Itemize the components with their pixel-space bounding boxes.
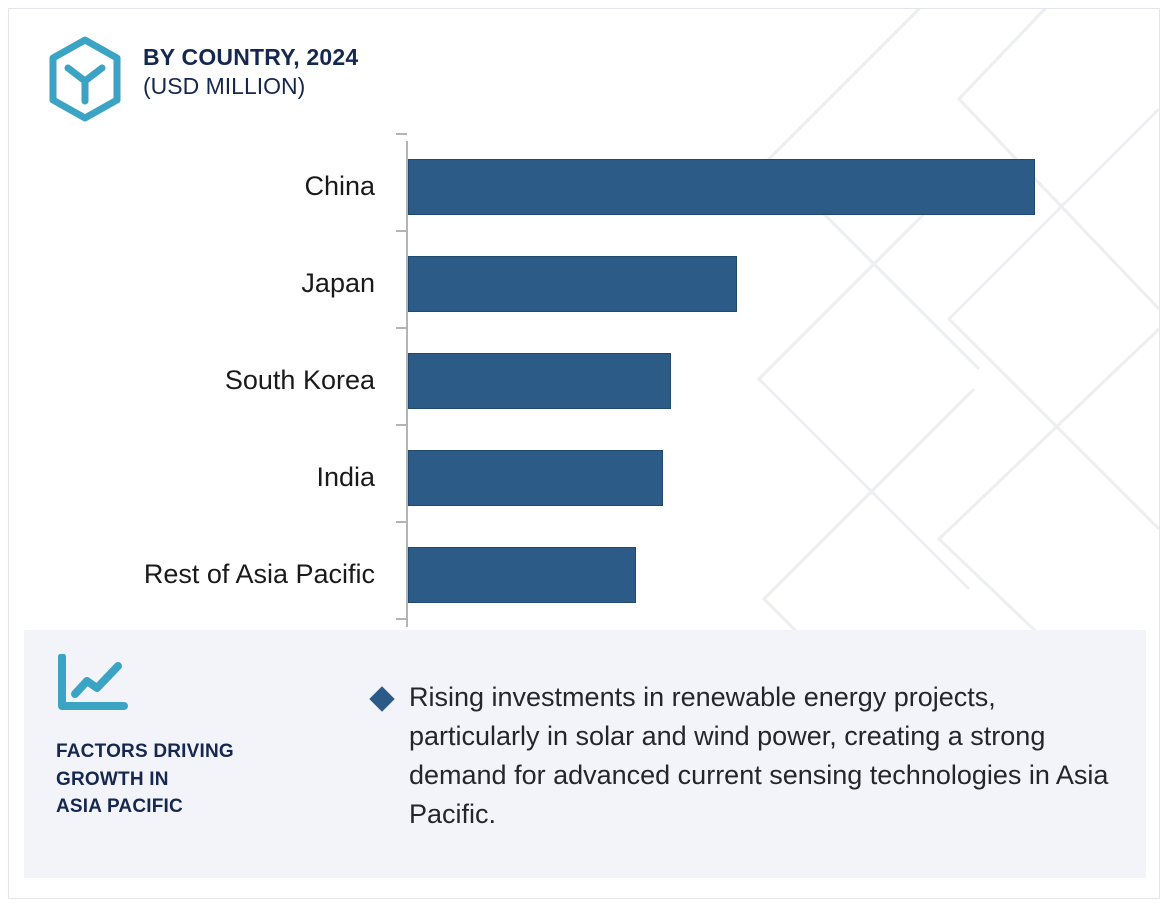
axis-tick — [396, 133, 407, 135]
bar-india — [408, 450, 663, 506]
category-axis-line — [406, 141, 408, 627]
factors-heading-line-0: FACTORS DRIVING — [56, 741, 234, 762]
category-label: Rest of Asia Pacific — [143, 559, 375, 589]
bar-south-korea — [408, 353, 671, 409]
diamond-bullet-icon — [369, 686, 395, 712]
axis-tick — [396, 230, 407, 232]
factors-heading: FACTORS DRIVING GROWTH IN ASIA PACIFIC — [56, 738, 356, 821]
chart-header: BY COUNTRY, 2024 (USD MILLION) — [45, 33, 358, 123]
bar-rest-of-asia-pacific — [408, 547, 636, 603]
factors-panel: FACTORS DRIVING GROWTH IN ASIA PACIFIC Ris… — [24, 630, 1146, 878]
factors-heading-line-2: ASIA PACIFIC — [56, 796, 183, 818]
factors-bullet: Rising investments in renewable energy p… — [369, 678, 1129, 835]
line-chart-icon — [56, 654, 356, 712]
factors-bullet-text: Rising investments in renewable energy p… — [409, 682, 1109, 830]
axis-tick — [396, 618, 407, 620]
category-label: India — [316, 462, 375, 492]
bar-japan — [408, 256, 737, 312]
axis-tick — [396, 521, 407, 523]
bar-row: China — [9, 159, 1159, 215]
axis-tick — [396, 327, 407, 329]
chart-card: BY COUNTRY, 2024 (USD MILLION) China Japa… — [8, 8, 1160, 899]
category-label: China — [304, 171, 375, 201]
bar-chart: China Japan South Korea India Rest of Asia P… — [9, 133, 1159, 635]
factors-left-block: FACTORS DRIVING GROWTH IN ASIA PACIFIC — [56, 654, 356, 821]
axis-tick — [396, 424, 407, 426]
bar-row: South Korea — [9, 353, 1159, 409]
page-subtitle: (USD MILLION) — [143, 72, 306, 99]
hexagon-y-icon — [45, 35, 125, 123]
bar-row: Japan — [9, 256, 1159, 312]
bar-row: Rest of Asia Pacific — [9, 547, 1159, 603]
category-label: Japan — [301, 268, 375, 298]
page-title: BY COUNTRY, 2024 — [143, 44, 359, 70]
bar-row: India — [9, 450, 1159, 506]
factors-heading-line-1: GROWTH IN — [56, 768, 169, 790]
header-text-block: BY COUNTRY, 2024 (USD MILLION) — [143, 33, 358, 101]
bar-rows: China Japan South Korea India Rest of Asia P… — [9, 135, 1159, 635]
bar-china — [408, 159, 1035, 215]
category-label: South Korea — [224, 365, 375, 395]
